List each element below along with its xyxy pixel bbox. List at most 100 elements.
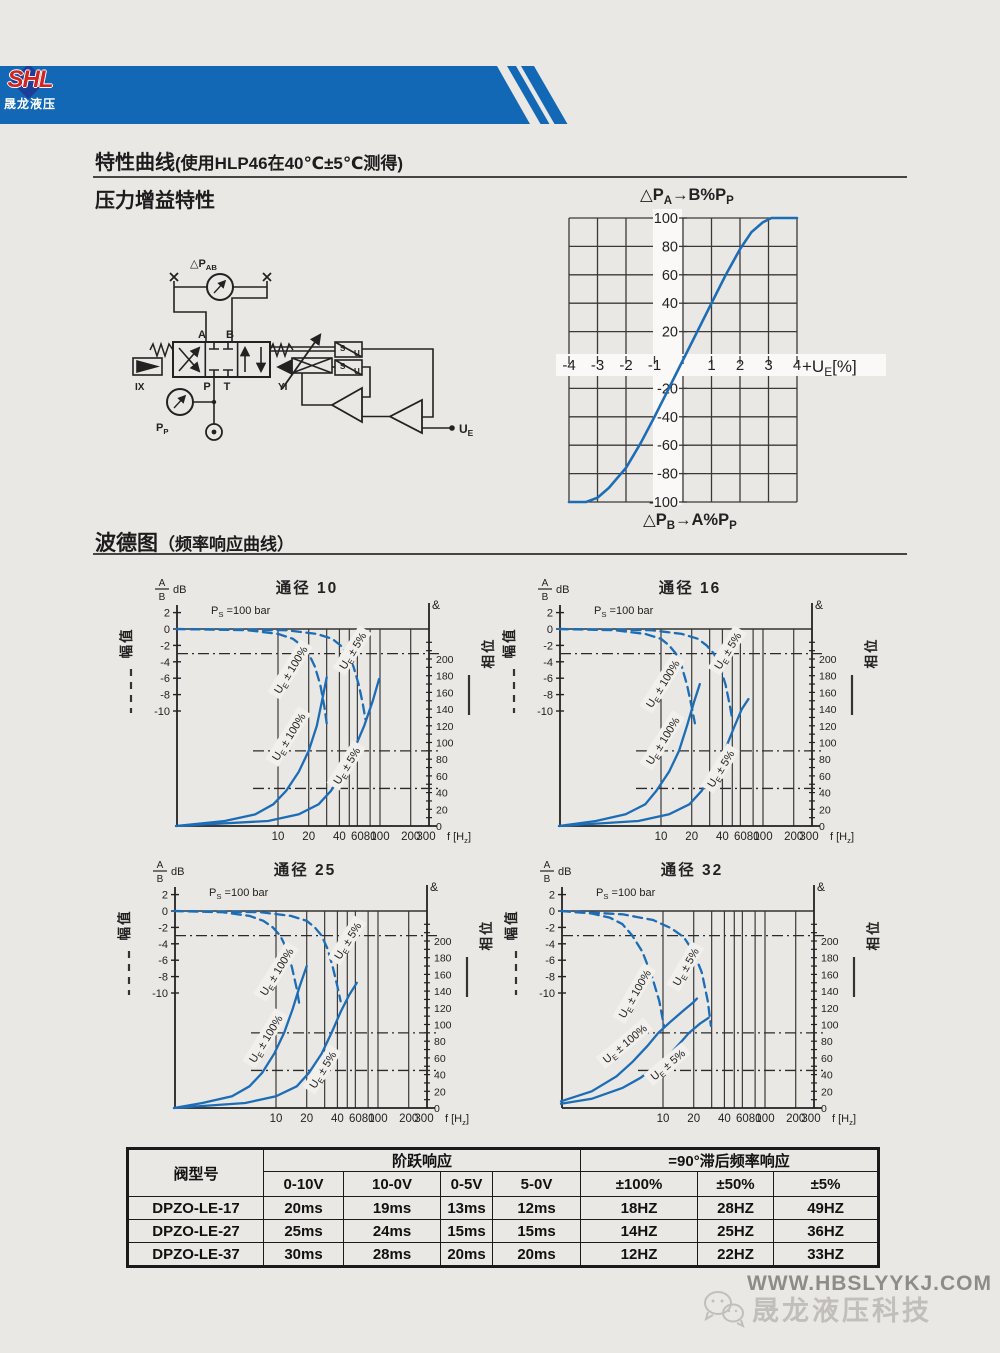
- transducer-label-u: U: [354, 367, 360, 376]
- svg-text:180: 180: [819, 671, 837, 683]
- value-cell: 33HZ: [773, 1242, 880, 1267]
- svg-text:180: 180: [434, 953, 452, 965]
- transducer-label-u: U: [354, 349, 360, 358]
- svg-text:80: 80: [434, 1036, 446, 1048]
- svg-text:100: 100: [368, 1113, 387, 1125]
- logo-letters: SHL: [7, 66, 54, 93]
- svg-text:60: 60: [662, 268, 678, 284]
- spec-table: 阀型号 阶跃响应 =90°滞后频率响应 0-10V 10-0V 0-5V 5-0V ±100%…: [126, 1147, 881, 1268]
- svg-text:幅值: 幅值: [116, 910, 132, 941]
- svg-text:-4: -4: [543, 657, 553, 669]
- svg-text:20: 20: [434, 1086, 446, 1098]
- svg-text:通径 10: 通径 10: [276, 578, 339, 597]
- svg-text:+UE[%]: +UE[%]: [802, 357, 857, 379]
- svg-text:2: 2: [549, 890, 555, 902]
- company-logo: SHL 晟龙液压: [0, 66, 60, 112]
- value-cell: 22HZ: [697, 1242, 775, 1267]
- svg-text:120: 120: [436, 721, 454, 733]
- svg-text:△PA→B%PP: △PA→B%PP: [640, 186, 734, 207]
- svg-text:10: 10: [272, 831, 285, 843]
- svg-text:dB: dB: [173, 584, 186, 596]
- svg-text:200: 200: [434, 936, 452, 948]
- svg-text:200: 200: [401, 831, 420, 843]
- svg-text:-2: -2: [543, 640, 553, 652]
- svg-text:40: 40: [821, 1070, 833, 1082]
- col-header: ±5%: [773, 1171, 880, 1197]
- value-cell: 28ms: [343, 1242, 441, 1267]
- svg-text:f [Hz]: f [Hz]: [445, 1113, 469, 1127]
- svg-text:f [Hz]: f [Hz]: [832, 1113, 856, 1127]
- svg-text:100: 100: [755, 1113, 774, 1125]
- svg-text:-60: -60: [657, 438, 678, 454]
- svg-text:-6: -6: [543, 673, 553, 685]
- svg-text:&: &: [815, 598, 823, 612]
- svg-text:40: 40: [436, 788, 448, 800]
- svg-text:80: 80: [362, 1113, 375, 1125]
- value-cell: 30ms: [263, 1242, 344, 1267]
- section-title-bode: 波德图（频率响应曲线）: [95, 532, 294, 555]
- svg-text:相位: 相位: [478, 920, 494, 951]
- svg-text:80: 80: [747, 831, 760, 843]
- col-header: ±100%: [580, 1171, 699, 1197]
- svg-text:20: 20: [436, 804, 448, 816]
- svg-text:200: 200: [399, 1113, 418, 1125]
- svg-text:100: 100: [821, 1020, 839, 1032]
- watermark-text: 晟龙液压科技: [752, 1295, 932, 1326]
- svg-text:100: 100: [370, 831, 389, 843]
- pilot-actuator-icon: [136, 359, 161, 374]
- svg-text:140: 140: [821, 986, 839, 998]
- svg-text:60: 60: [436, 771, 448, 783]
- svg-text:100: 100: [434, 1020, 452, 1032]
- value-cell: 49HZ: [773, 1196, 880, 1220]
- svg-text:通径 32: 通径 32: [661, 860, 724, 879]
- value-cell: 12ms: [491, 1196, 582, 1220]
- svg-text:A: A: [159, 578, 166, 589]
- bode-chart-dn32: 2 0 -2 -4 -6 -8 -10 200 180 160 140 120 100 80 60 40 20 0…: [480, 855, 940, 1145]
- svg-text:120: 120: [819, 721, 837, 733]
- svg-text:4: 4: [793, 357, 801, 374]
- section-title-characteristic: 特性曲线(使用HLP46在40℃±5℃测得): [95, 152, 404, 174]
- svg-text:幅值: 幅值: [503, 910, 519, 941]
- value-cell: 20ms: [440, 1242, 493, 1267]
- table-row: DPZO-LE-17 20ms 19ms 13ms 12ms 18HZ 28HZ 49HZ: [127, 1196, 880, 1220]
- svg-text:40: 40: [331, 1113, 344, 1125]
- svg-text:0: 0: [547, 624, 553, 636]
- svg-text:通径 16: 通径 16: [659, 578, 722, 597]
- svg-text:300: 300: [799, 831, 818, 843]
- hydraulic-circuit-diagram: A B P T IX YI S U S U △PAB PP UE: [132, 258, 474, 441]
- test-point-x-icon: [169, 272, 272, 282]
- svg-text:-6: -6: [160, 673, 170, 685]
- wechat-icon: [704, 1291, 745, 1328]
- transducer-label-s: S: [340, 362, 346, 371]
- svg-text:40: 40: [333, 831, 346, 843]
- bode-chart-dn10: 2 0 -2 -4 -6 -8 -10 200 180 160 140 120 100 80 60 40 20 0…: [95, 573, 555, 863]
- amplifier-icon: [388, 398, 423, 435]
- table-row: DPZO-LE-37 30ms 28ms 20ms 20ms 12HZ 22HZ 33HZ: [127, 1242, 880, 1267]
- svg-text:&: &: [430, 880, 438, 894]
- svg-text:20: 20: [687, 1113, 700, 1125]
- svg-text:0: 0: [436, 821, 442, 833]
- logo-company-name: 晟龙液压: [3, 97, 56, 111]
- svg-text:A: A: [542, 578, 549, 589]
- svg-text:160: 160: [434, 969, 452, 981]
- website-url: WWW.HBSLYYKJ.COM: [746, 1272, 992, 1295]
- svg-text:80: 80: [819, 754, 831, 766]
- value-cell: 20ms: [491, 1242, 582, 1267]
- svg-text:幅值: 幅值: [501, 628, 517, 659]
- svg-text:140: 140: [434, 986, 452, 998]
- value-cell: 18HZ: [580, 1196, 699, 1220]
- svg-text:UE: UE: [459, 422, 474, 438]
- port-label-a: A: [198, 329, 206, 341]
- svg-text:2: 2: [547, 608, 553, 620]
- value-cell: 13ms: [440, 1196, 493, 1220]
- svg-text:B: B: [542, 592, 549, 603]
- svg-text:-100: -100: [649, 495, 678, 511]
- svg-text:60: 60: [736, 1113, 749, 1125]
- header-banner: SHL 晟龙液压 先导式伺服比例方向阀系列: [0, 66, 530, 124]
- bode-chart-dn25: 2 0 -2 -4 -6 -8 -10 200 180 160 140 120 100 80 60 40 20 0…: [93, 855, 553, 1145]
- svg-text:120: 120: [434, 1003, 452, 1015]
- svg-text:60: 60: [819, 771, 831, 783]
- value-cell: 24ms: [343, 1219, 441, 1243]
- svg-text:180: 180: [821, 953, 839, 965]
- gauge-icon: [166, 388, 194, 416]
